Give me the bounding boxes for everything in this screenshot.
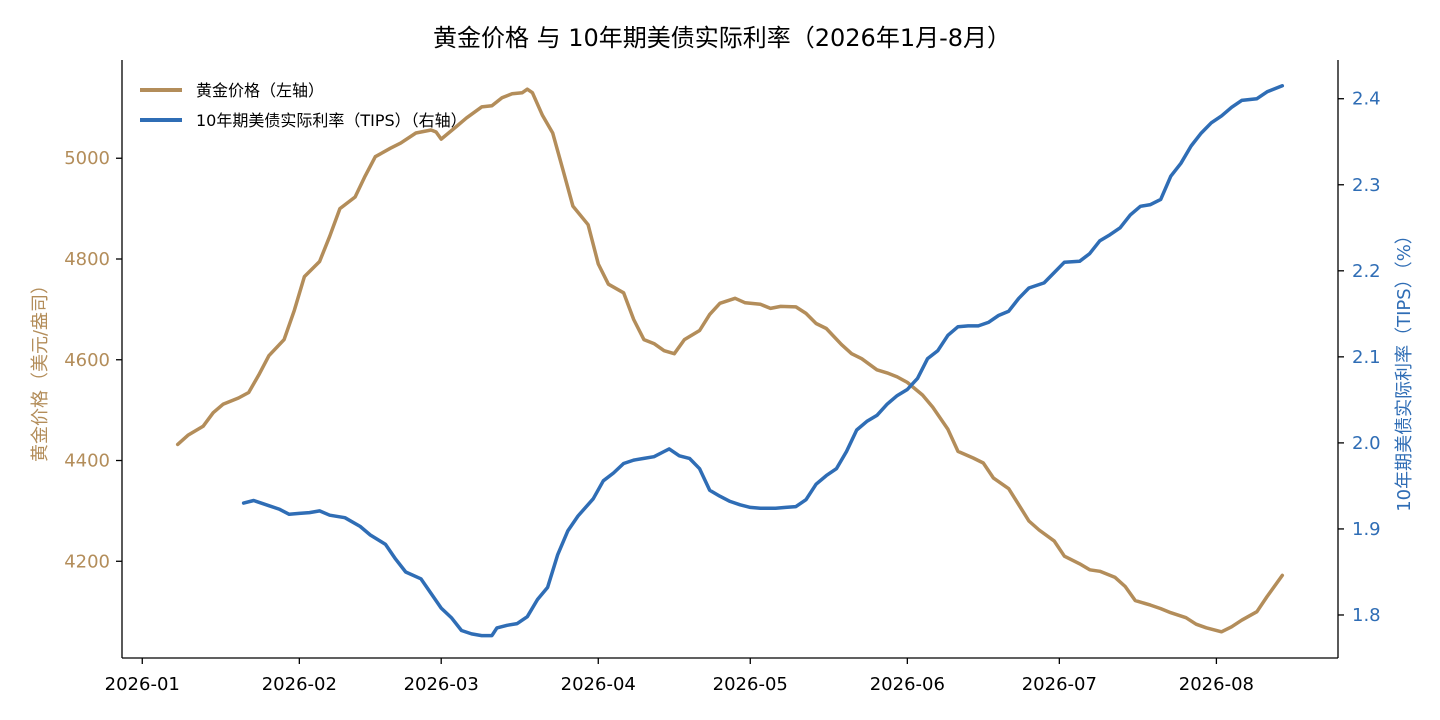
y-right-tick-label: 2.0 xyxy=(1352,433,1381,454)
legend-label-gold: 黄金价格（左轴） xyxy=(196,81,324,100)
x-tick-label: 2026-07 xyxy=(1022,674,1097,695)
y-left-tick-label: 4400 xyxy=(64,451,110,472)
y-right-tick-label: 2.1 xyxy=(1352,347,1381,368)
x-tick-label: 2026-05 xyxy=(713,674,788,695)
legend-label-tips: 10年期美债实际利率（TIPS）（右轴） xyxy=(196,111,467,130)
y-left-tick-label: 4800 xyxy=(64,249,110,270)
x-tick-label: 2026-03 xyxy=(404,674,479,695)
y-left-tick-label: 4600 xyxy=(64,350,110,371)
y-axis-right-label: 10年期美债实际利率（TIPS）（%） xyxy=(1394,226,1415,512)
y-right-ticks: 1.8 1.9 2.0 2.1 2.2 2.3 2.4 xyxy=(1338,89,1381,626)
x-tick-label: 2026-06 xyxy=(870,674,945,695)
y-left-tick-label: 5000 xyxy=(64,148,110,169)
y-right-tick-label: 2.2 xyxy=(1352,261,1381,282)
y-left-ticks: 4200 4400 4600 4800 5000 xyxy=(64,148,122,572)
series-line-tips xyxy=(241,84,1285,638)
y-right-tick-label: 2.3 xyxy=(1352,175,1381,196)
y-axis-left-label: 黄金价格（美元/盎司） xyxy=(30,276,51,462)
x-tick-label: 2026-08 xyxy=(1179,674,1254,695)
x-tick-label: 2026-02 xyxy=(262,674,337,695)
series-line-gold xyxy=(175,87,1285,634)
y-right-tick-label: 2.4 xyxy=(1352,89,1381,110)
x-tick-label: 2026-04 xyxy=(561,674,636,695)
x-ticks: 2026-01 2026-02 2026-03 2026-04 2026-05 2026-… xyxy=(105,658,1254,695)
series-layer xyxy=(175,84,1285,638)
x-tick-label: 2026-01 xyxy=(105,674,180,695)
legend: 黄金价格（左轴） 10年期美债实际利率（TIPS）（右轴） xyxy=(140,81,467,130)
chart-title: 黄金价格 与 10年期美债实际利率（2026年1月-8月） xyxy=(433,24,1011,52)
y-right-tick-label: 1.8 xyxy=(1352,605,1381,626)
y-right-tick-label: 1.9 xyxy=(1352,519,1381,540)
y-left-tick-label: 4200 xyxy=(64,551,110,572)
